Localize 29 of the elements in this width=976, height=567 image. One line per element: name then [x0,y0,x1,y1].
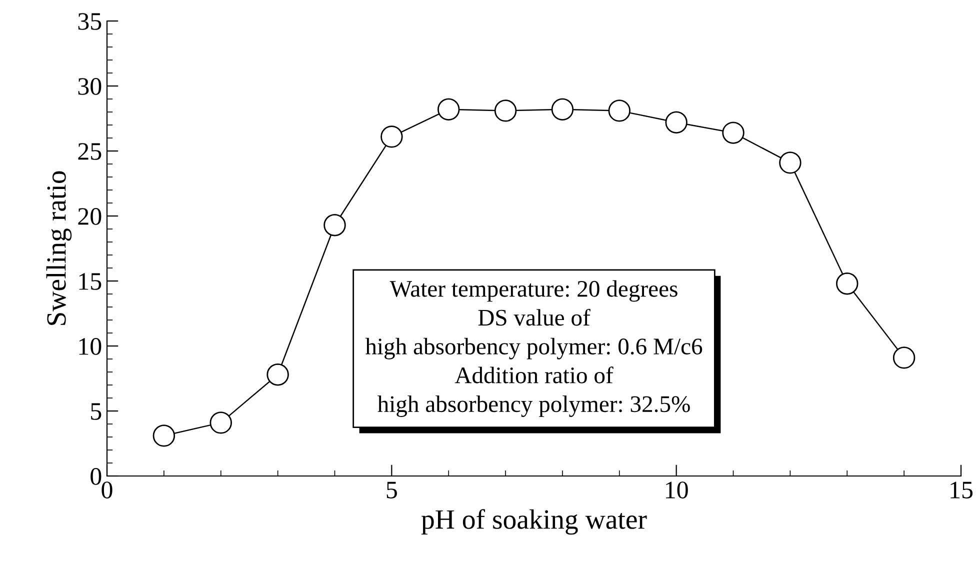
y-tick-label: 30 [78,78,102,95]
y-tick-label: 20 [78,208,102,225]
point [380,126,403,148]
point [722,122,744,144]
point [665,111,688,134]
y-tick-label: 5 [91,403,102,420]
point [152,424,176,447]
point [892,346,916,369]
y-axis-title: Swelling ratio [46,171,72,325]
x-tick-label: 15 [950,482,973,498]
point [551,98,574,121]
annotation: Water temperature: 20 degrees DS value of high absorbency polymer: 0.6 M/c6 Addition ratio of high absorbency polymer: 32.5% [365,280,702,417]
point [494,100,517,122]
y-tick-label: 0 [90,468,102,485]
point [836,272,858,295]
point [266,363,289,386]
x-tick-label: 0 [102,482,112,498]
x-tick-label: 10 [666,482,688,498]
point [210,412,232,434]
x-tick-label: 5 [386,482,397,498]
point [437,98,460,121]
y-tick-label: 15 [79,273,102,290]
y-tick-label: 10 [79,338,102,355]
point [608,100,631,122]
x-axis-title: pH of soaking water [421,509,647,535]
y-tick-label: 35 [78,13,102,30]
point [779,152,802,174]
point [324,214,346,236]
y-tick-label: 25 [78,143,102,160]
